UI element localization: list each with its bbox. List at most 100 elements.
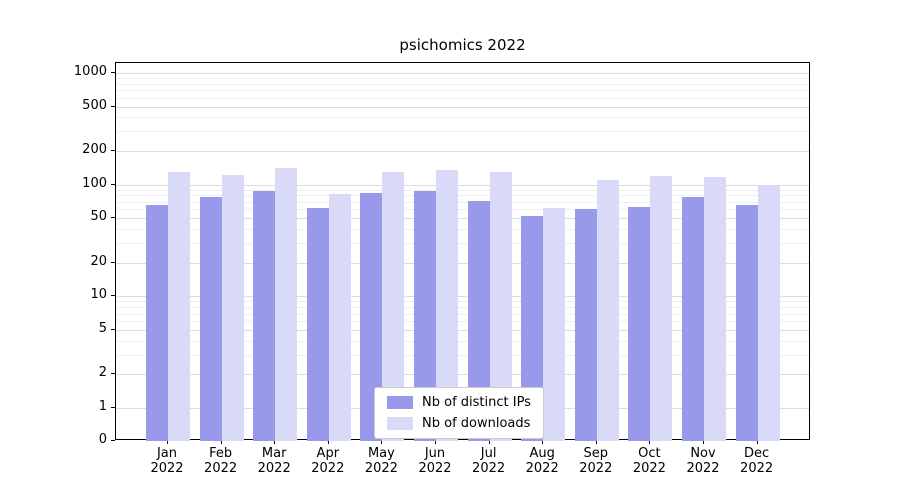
legend-swatch [387, 417, 413, 430]
minor-gridline [116, 195, 809, 197]
minor-gridline [116, 90, 809, 92]
y-tick-mark [111, 295, 115, 297]
major-gridline [116, 184, 809, 186]
major-gridline [116, 72, 809, 74]
y-tick-mark [111, 149, 115, 151]
bar-nb-of-distinct-ips-jan [146, 205, 168, 441]
x-tick-mark [595, 440, 597, 444]
y-tick-label: 100 [82, 175, 107, 191]
bar-nb-of-downloads-jun [436, 170, 458, 441]
y-tick-mark [111, 183, 115, 185]
bar-nb-of-distinct-ips-sep [574, 209, 597, 441]
y-tick-label: 1000 [73, 63, 107, 79]
y-tick-mark [111, 105, 115, 107]
y-tick-label: 1 [98, 399, 107, 414]
y-tick-label: 50 [90, 209, 107, 225]
x-tick-mark [327, 440, 329, 444]
bar-nb-of-distinct-ips-nov [682, 196, 704, 441]
minor-gridline [116, 307, 809, 309]
x-tick-mark [488, 440, 490, 444]
major-gridline [116, 218, 809, 220]
bar-nb-of-distinct-ips-apr [306, 207, 329, 441]
x-tick-label-nov: Nov 2022 [686, 446, 720, 477]
bar-nb-of-distinct-ips-aug [521, 216, 544, 441]
plot-area: Nb of distinct IPs Nb of downloads [115, 62, 810, 441]
major-gridline [116, 296, 809, 298]
y-tick-label: 10 [90, 287, 107, 303]
bar-nb-of-distinct-ips-oct [628, 207, 651, 441]
minor-gridline [116, 354, 809, 356]
legend-item: Nb of downloads [387, 416, 531, 431]
bar-nb-of-distinct-ips-jul [467, 200, 490, 441]
y-tick-mark [111, 261, 115, 263]
chart-title: psichomics 2022 [399, 36, 526, 54]
bar-nb-of-distinct-ips-dec [735, 205, 758, 441]
x-tick-mark [756, 440, 758, 444]
minor-gridline [116, 131, 809, 133]
minor-gridline [116, 313, 809, 315]
x-tick-mark [167, 440, 168, 444]
x-tick-label-apr: Apr 2022 [311, 446, 345, 477]
x-tick-label-feb: Feb 2022 [204, 446, 238, 477]
y-tick-label: 200 [82, 141, 107, 157]
bar-nb-of-downloads-sep [596, 179, 619, 441]
minor-gridline [116, 201, 809, 203]
x-tick-label-jan: Jan 2022 [150, 446, 184, 477]
minor-gridline [116, 209, 809, 211]
legend-label: Nb of distinct IPs [422, 395, 531, 410]
minor-gridline [116, 97, 809, 99]
x-tick-label-mar: Mar 2022 [257, 446, 291, 477]
x-tick-label-jun: Jun 2022 [418, 446, 452, 477]
bar-nb-of-distinct-ips-jun [414, 190, 436, 441]
x-tick-mark [274, 440, 276, 444]
major-gridline [116, 262, 809, 264]
y-tick-label: 20 [90, 253, 107, 269]
x-tick-label-dec: Dec 2022 [740, 446, 774, 477]
x-tick-mark [542, 440, 544, 444]
x-tick-label-sep: Sep 2022 [579, 446, 613, 477]
minor-gridline [116, 340, 809, 342]
y-tick-mark [111, 440, 115, 441]
y-tick-label: 2 [98, 365, 107, 381]
y-tick-mark [111, 217, 115, 219]
x-tick-mark [220, 440, 222, 444]
y-tick-mark [111, 373, 115, 375]
minor-gridline [116, 243, 809, 244]
major-gridline [116, 150, 809, 152]
major-gridline [116, 329, 809, 331]
minor-gridline [116, 117, 809, 119]
minor-gridline [116, 189, 809, 191]
bar-nb-of-downloads-feb [221, 174, 244, 441]
legend-item: Nb of distinct IPs [387, 395, 531, 410]
y-tick-label: 5 [98, 320, 107, 336]
bar-nb-of-downloads-aug [543, 207, 566, 441]
x-tick-label-aug: Aug 2022 [525, 446, 559, 477]
minor-gridline [116, 321, 809, 323]
x-tick-mark [649, 440, 651, 444]
bar-nb-of-downloads-oct [650, 175, 673, 441]
minor-gridline [116, 78, 809, 79]
bar-nb-of-downloads-jul [489, 171, 512, 441]
y-tick-label: 500 [82, 97, 107, 113]
bar-nb-of-downloads-apr [328, 193, 351, 441]
x-tick-mark [435, 440, 436, 444]
bar-nb-of-downloads-may [382, 171, 405, 441]
y-tick-mark [111, 71, 115, 73]
x-tick-label-jul: Jul 2022 [472, 446, 506, 477]
minor-gridline [116, 229, 809, 231]
minor-gridline [116, 301, 809, 303]
legend: Nb of distinct IPs Nb of downloads [374, 387, 544, 439]
x-tick-mark [381, 440, 383, 444]
x-tick-label-oct: Oct 2022 [632, 446, 666, 477]
bar-nb-of-downloads-dec [757, 184, 780, 441]
bar-nb-of-downloads-jan [168, 171, 190, 441]
y-tick-label: 0 [98, 432, 107, 447]
bar-nb-of-distinct-ips-may [360, 193, 383, 441]
y-tick-mark [111, 328, 115, 330]
bar-nb-of-distinct-ips-mar [253, 190, 276, 441]
minor-gridline [116, 83, 809, 85]
legend-label: Nb of downloads [422, 416, 531, 431]
major-gridline [116, 106, 809, 108]
y-tick-mark [111, 407, 115, 408]
